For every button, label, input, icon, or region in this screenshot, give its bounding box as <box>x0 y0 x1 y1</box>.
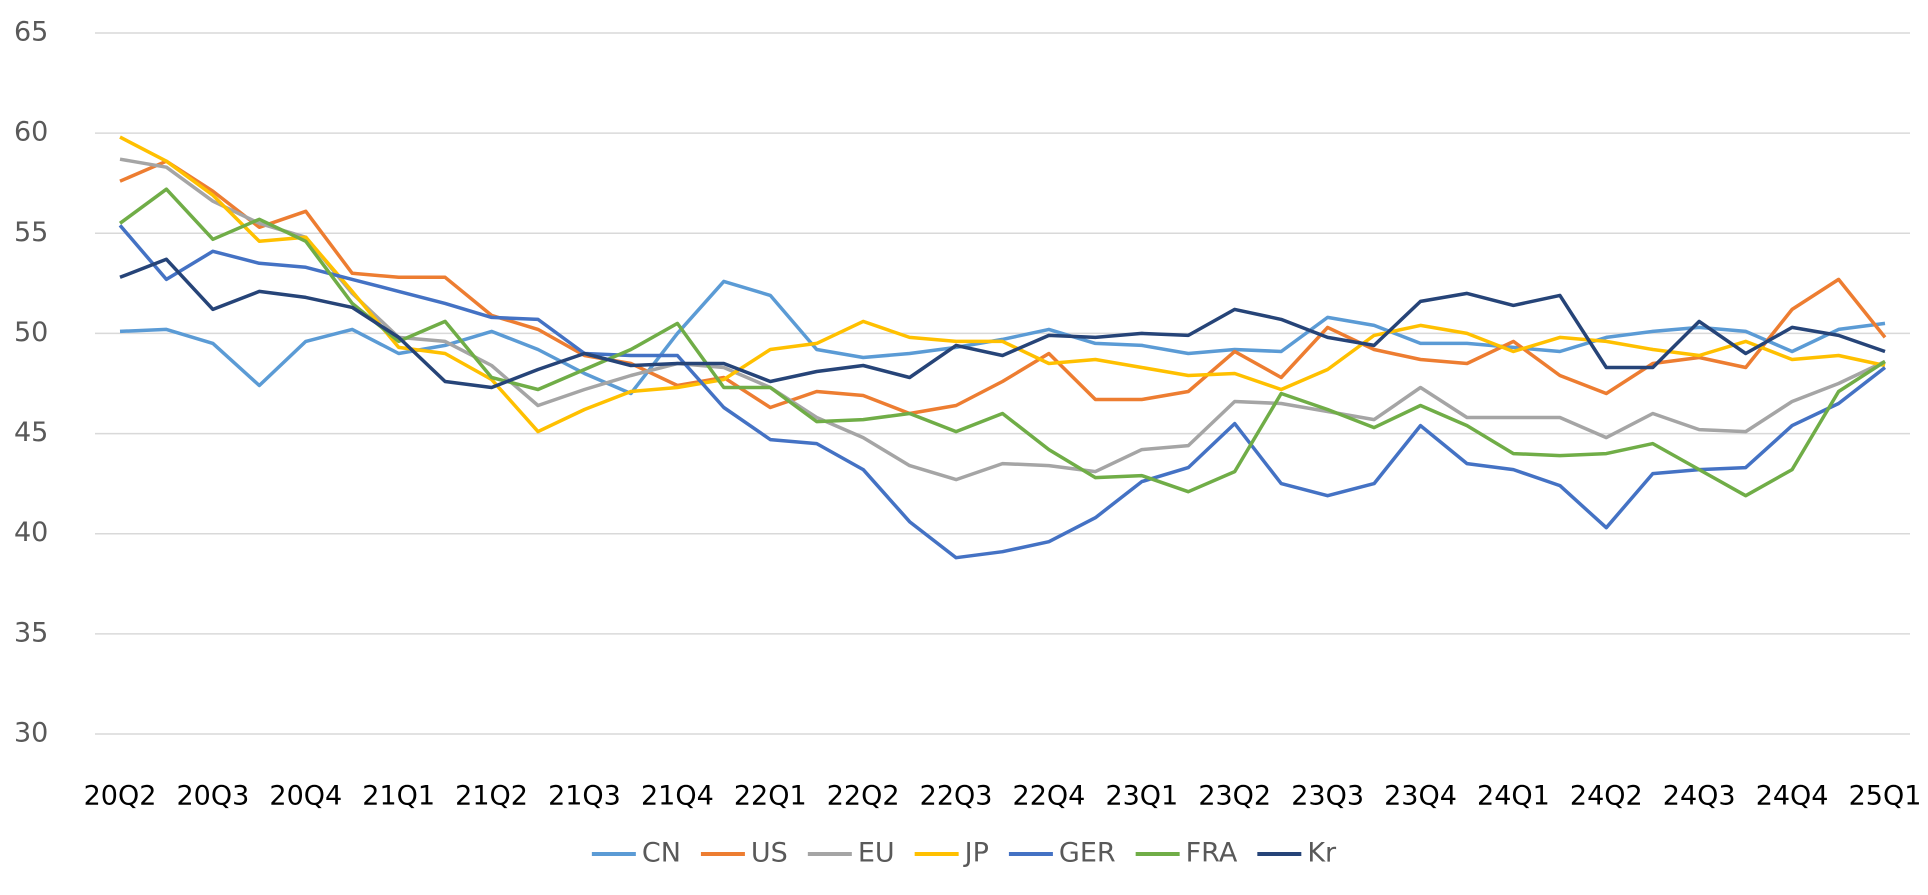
x-tick-label: 22Q2 <box>827 781 900 812</box>
x-tick-label: 21Q2 <box>455 781 528 812</box>
x-tick-label: 23Q3 <box>1291 781 1364 812</box>
legend-label: Kr <box>1307 838 1337 869</box>
legend-label: FRA <box>1186 838 1238 869</box>
y-tick-label: 40 <box>14 517 48 548</box>
legend-label: JP <box>963 838 989 869</box>
y-tick-label: 60 <box>14 117 48 148</box>
y-tick-label: 45 <box>14 417 48 448</box>
legend-label: CN <box>642 838 681 869</box>
x-tick-label: 20Q2 <box>84 781 157 812</box>
y-tick-label: 30 <box>14 718 48 749</box>
x-tick-label: 21Q3 <box>548 781 621 812</box>
x-tick-label: 21Q1 <box>362 781 435 812</box>
y-tick-label: 35 <box>14 617 48 648</box>
x-tick-label: 23Q2 <box>1198 781 1271 812</box>
legend-label: EU <box>858 838 895 869</box>
series-line <box>119 257 1886 390</box>
x-tick-label: 23Q4 <box>1384 781 1457 812</box>
legend: CN US EU JP GER FRA Kr <box>591 838 1337 869</box>
legend-item: FRA <box>1135 838 1238 869</box>
legend-item: CN <box>591 838 681 869</box>
x-tick-label: 24Q1 <box>1477 781 1550 812</box>
x-tick-label: 24Q3 <box>1663 781 1736 812</box>
legend-label: US <box>751 838 788 869</box>
x-tick-label: 23Q1 <box>1105 781 1178 812</box>
legend-label: GER <box>1059 838 1116 869</box>
x-tick-label: 25Q1 <box>1849 781 1922 812</box>
x-tick-label: 24Q2 <box>1570 781 1643 812</box>
x-tick-label: 24Q4 <box>1756 781 1829 812</box>
legend-item: EU <box>807 838 895 869</box>
x-tick-label: 22Q4 <box>1013 781 1086 812</box>
series-line <box>118 187 1886 498</box>
series-line <box>119 135 1886 434</box>
y-tick-label: 55 <box>14 217 48 248</box>
legend-item: GER <box>1008 838 1116 869</box>
x-tick-label: 20Q4 <box>269 781 342 812</box>
series-line <box>118 224 1887 560</box>
y-tick-label: 50 <box>14 317 48 348</box>
x-tick-label: 20Q3 <box>176 781 249 812</box>
series-line <box>119 159 1887 416</box>
series-line <box>119 157 1886 482</box>
series-line <box>119 279 1886 396</box>
x-tick-label: 22Q1 <box>734 781 807 812</box>
legend-item: JP <box>914 838 989 869</box>
x-tick-label: 22Q3 <box>920 781 993 812</box>
y-tick-label: 65 <box>14 17 48 48</box>
legend-item: US <box>700 838 788 869</box>
x-tick-label: 21Q4 <box>641 781 714 812</box>
legend-item: Kr <box>1257 838 1337 869</box>
